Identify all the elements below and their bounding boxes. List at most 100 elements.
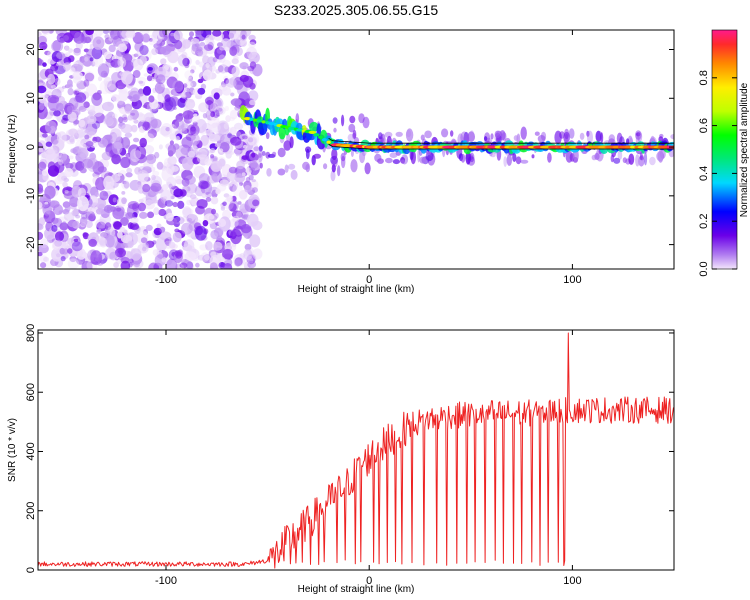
noise-blob — [247, 213, 259, 227]
noise-blob — [199, 181, 210, 189]
spectrogram-x-tick-label: -100 — [155, 274, 177, 286]
noise-blob — [216, 42, 223, 48]
noise-blob — [594, 152, 600, 160]
noise-blob — [174, 119, 185, 131]
noise-blob — [228, 166, 238, 174]
noise-blob — [193, 113, 198, 117]
signal-core — [321, 138, 328, 142]
noise-blob — [132, 70, 141, 78]
noise-blob — [111, 154, 121, 165]
snr-x-ticks: -100 0 100 — [155, 330, 582, 587]
colorbar-tick-label: 0.2 — [698, 214, 710, 229]
noise-blob — [209, 262, 218, 269]
noise-blob — [38, 70, 47, 81]
noise-blob — [205, 62, 210, 69]
noise-blob — [337, 165, 341, 177]
noise-blob — [53, 110, 61, 117]
noise-blob — [64, 52, 71, 57]
noise-blob — [50, 231, 56, 237]
noise-blob — [138, 80, 143, 84]
noise-blob — [223, 123, 229, 130]
spectrogram-y-label: Frequency (Hz) — [7, 115, 18, 184]
noise-blob — [212, 241, 223, 251]
noise-blob — [85, 141, 94, 147]
noise-blob — [670, 134, 674, 140]
noise-blob — [143, 73, 149, 77]
noise-blob — [130, 216, 139, 224]
noise-blob — [252, 199, 260, 207]
noise-blob — [195, 262, 200, 268]
noise-blob — [138, 126, 146, 133]
noise-blob — [358, 113, 365, 124]
noise-blob — [331, 148, 338, 160]
noise-blob — [115, 247, 126, 258]
noise-blob — [44, 201, 49, 205]
noise-blob — [73, 48, 81, 56]
noise-blob — [195, 148, 208, 159]
noise-blob — [352, 129, 357, 139]
noise-blob — [359, 150, 366, 164]
spectrogram-y-ticks: -20 -10 0 10 20 — [25, 43, 674, 253]
noise-blob — [229, 199, 239, 212]
noise-blob — [249, 234, 261, 248]
noise-blob — [147, 67, 153, 71]
noise-blob — [49, 111, 55, 116]
noise-blob — [166, 181, 172, 186]
noise-blob — [503, 156, 508, 168]
noise-blob — [348, 123, 356, 133]
noise-blob — [77, 187, 87, 198]
noise-blob — [150, 118, 162, 129]
noise-blob — [38, 231, 44, 240]
noise-blob — [49, 125, 56, 134]
noise-blob — [104, 34, 110, 40]
noise-blob — [341, 155, 346, 169]
noise-blob — [103, 76, 113, 88]
noise-blob — [639, 155, 645, 161]
noise-blob — [101, 151, 112, 161]
noise-blob — [617, 150, 623, 161]
noise-blob — [105, 247, 117, 260]
noise-blob — [595, 130, 603, 142]
noise-blob — [38, 251, 43, 257]
noise-blob — [73, 238, 79, 242]
noise-blob — [96, 228, 102, 233]
noise-blob — [193, 222, 202, 230]
spectrogram-y-tick-label: -20 — [25, 237, 37, 253]
noise-blob — [88, 207, 94, 213]
noise-blob — [167, 51, 179, 64]
noise-blob — [189, 194, 197, 200]
noise-blob — [91, 202, 100, 210]
noise-blob — [167, 156, 177, 166]
noise-blob — [266, 168, 272, 177]
noise-blob — [38, 131, 43, 138]
noise-blob — [210, 111, 216, 118]
noise-blob — [250, 167, 255, 171]
noise-blob — [38, 201, 43, 209]
noise-blob — [86, 114, 97, 125]
noise-blob — [121, 30, 131, 39]
noise-blob — [249, 82, 256, 90]
noise-blob — [122, 37, 129, 45]
noise-blob — [67, 111, 77, 122]
noise-blob — [305, 148, 310, 160]
noise-blob — [208, 133, 221, 142]
spectrogram-y-tick-label: 10 — [25, 92, 37, 104]
noise-blob — [68, 155, 74, 160]
noise-blob — [57, 60, 64, 67]
noise-blob — [99, 190, 109, 201]
snr-y-tick-label: 600 — [25, 383, 37, 401]
noise-blob — [59, 247, 65, 255]
noise-blob — [132, 32, 144, 44]
noise-blob — [38, 85, 47, 94]
noise-blob — [177, 200, 185, 209]
noise-blob — [554, 130, 562, 145]
noise-blob — [417, 149, 421, 163]
noise-blob — [156, 198, 165, 207]
noise-blob — [126, 167, 133, 174]
noise-blob — [130, 124, 138, 132]
noise-blob — [211, 232, 219, 239]
noise-blob — [71, 241, 83, 252]
noise-blob — [68, 83, 73, 88]
snr-y-tick-label: 800 — [25, 324, 37, 342]
noise-blob — [168, 241, 176, 249]
